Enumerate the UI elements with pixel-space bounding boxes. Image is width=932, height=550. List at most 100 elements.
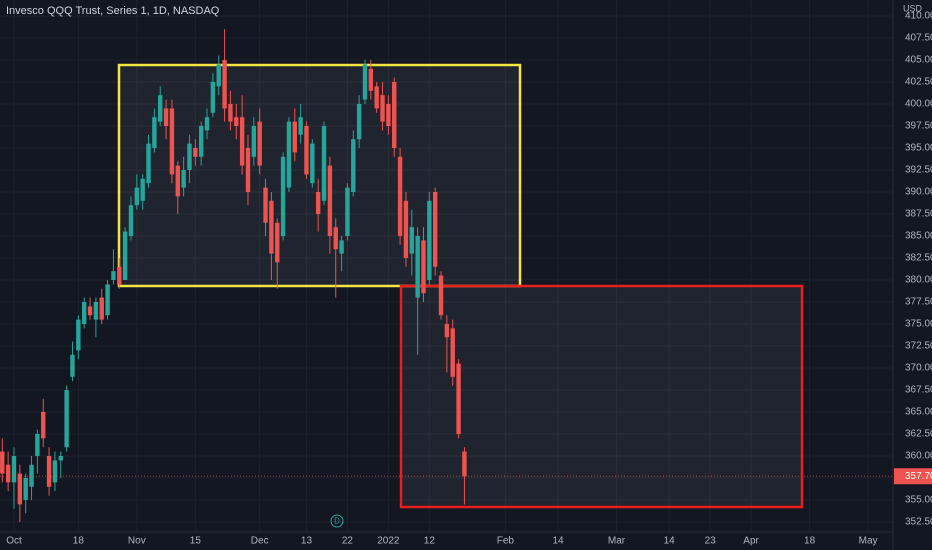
candle-body	[169, 108, 175, 175]
y-tick-label: 370.00	[905, 363, 932, 374]
range-box	[117, 63, 522, 288]
x-tick-label: Nov	[128, 536, 146, 547]
y-tick-label: 372.50	[905, 341, 932, 352]
candle-body	[105, 284, 110, 316]
candle-body	[228, 104, 233, 122]
candle-body	[198, 126, 204, 157]
candle-body	[421, 240, 426, 294]
candle-body	[64, 389, 69, 448]
candle-body	[58, 455, 63, 461]
dividend-label: D	[334, 517, 340, 526]
y-tick-label: 395.00	[905, 143, 932, 154]
candle-body	[187, 143, 192, 171]
candle-body	[152, 117, 157, 149]
candle-body	[362, 64, 368, 100]
y-tick-label: 382.50	[905, 253, 932, 264]
candle-body	[315, 191, 321, 214]
candle-body	[245, 148, 251, 192]
last-price-label: 357.70	[905, 471, 932, 482]
candle-body	[29, 464, 34, 487]
candle-body	[415, 235, 420, 298]
candle-body	[134, 187, 140, 206]
candle-body	[257, 121, 262, 166]
candle-body	[438, 275, 444, 316]
y-tick-label: 375.00	[905, 319, 932, 330]
candle-body	[450, 328, 455, 377]
y-tick-label: 387.50	[905, 209, 932, 220]
last-price-tag	[894, 468, 932, 485]
candle-body	[181, 170, 186, 188]
x-tick-label: 2022	[377, 536, 400, 547]
candle-body	[175, 165, 180, 197]
y-tick-label: 390.00	[905, 187, 932, 198]
candle-body	[351, 139, 356, 192]
candle-body	[70, 354, 75, 377]
x-tick-label: 23	[705, 536, 717, 547]
candle-body	[122, 231, 128, 280]
candle-body	[462, 451, 467, 477]
x-tick-label: 14	[552, 536, 564, 547]
y-tick-label: 402.50	[905, 77, 932, 88]
candle-body	[251, 126, 257, 157]
y-tick-label: 365.00	[905, 407, 932, 418]
candle-body	[146, 143, 151, 184]
candle-body	[234, 117, 239, 127]
candle-body	[52, 460, 58, 483]
candle-body	[298, 117, 303, 135]
candle-body	[286, 121, 292, 188]
y-tick-label: 410.00	[905, 11, 932, 22]
y-tick-label: 407.50	[905, 33, 932, 44]
candle-body	[239, 117, 245, 166]
x-tick-label: 14	[664, 536, 676, 547]
candle-body	[275, 222, 280, 263]
x-tick-label: 12	[424, 536, 436, 547]
candle-body	[35, 433, 40, 456]
candle-body	[76, 319, 81, 351]
y-tick-label: 380.00	[905, 275, 932, 286]
candle-body	[386, 104, 391, 127]
dividend-icon[interactable]	[330, 514, 344, 528]
candle-body	[204, 117, 210, 131]
candle-body	[397, 156, 403, 236]
y-tick-label: 392.50	[905, 165, 932, 176]
candle-body	[269, 200, 274, 254]
candle-body	[432, 191, 438, 267]
x-tick-label: 22	[342, 536, 354, 547]
candle-body	[23, 477, 28, 500]
candle-body	[374, 86, 379, 109]
candle-body	[292, 121, 297, 153]
x-tick-label: 13	[301, 536, 313, 547]
candle-body	[0, 451, 5, 474]
x-tick-label: 18	[73, 536, 85, 547]
candle-body	[310, 143, 315, 184]
chart-title: Invesco QQQ Trust, Series 1, 1D, NASDAQ	[6, 5, 220, 17]
candle-body	[333, 227, 338, 250]
x-tick-label: May	[859, 536, 878, 547]
x-tick-label: Oct	[6, 536, 22, 547]
candle-body	[427, 200, 432, 280]
candle-body	[158, 95, 163, 122]
candle-body	[111, 271, 116, 280]
candle-body	[280, 156, 286, 236]
y-tick-label: 367.50	[905, 385, 932, 396]
candle-body	[304, 126, 309, 175]
x-tick-label: Feb	[497, 536, 515, 547]
y-tick-label: 385.00	[905, 231, 932, 242]
candle-body	[392, 82, 397, 149]
candle-body	[403, 200, 409, 258]
currency-label: USD	[903, 3, 923, 13]
candle-body	[140, 178, 145, 201]
x-tick-label: Apr	[743, 536, 759, 547]
candle-body	[210, 82, 216, 113]
y-tick-label: 362.50	[905, 429, 932, 440]
candle-body	[81, 301, 87, 324]
candle-body	[409, 227, 414, 254]
candle-body	[5, 464, 11, 483]
target-box	[399, 284, 804, 509]
axes: 352.50355.00357.50360.00362.50365.00367.…	[0, 11, 932, 547]
x-tick-label: Mar	[608, 536, 626, 547]
candle-body	[193, 148, 198, 157]
y-tick-label: 352.50	[905, 517, 932, 528]
candle-body	[216, 64, 221, 87]
